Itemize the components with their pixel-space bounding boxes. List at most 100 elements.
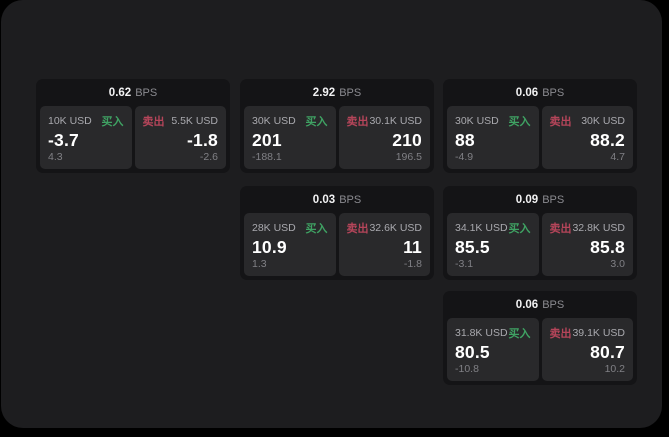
buy-tile[interactable]: 34.1K USD 买入 85.5 -3.1 [447,213,539,276]
quote-card-body: 30K USD 买入 88 -4.9 卖出 30K USD 88.2 4.7 [443,106,637,173]
sell-sub-value: -1.8 [403,258,422,270]
sell-tile[interactable]: 卖出 30.1K USD 210 196.5 [338,106,430,169]
buy-amount: 31.8K USD [455,327,508,339]
sell-tile[interactable]: 卖出 32.6K USD 11 -1.8 [338,213,430,276]
buy-tile-header: 31.8K USD 买入 [455,325,531,341]
bps-unit-label: BPS [542,298,565,311]
sell-price: 210 [392,129,422,150]
buy-sub-value: -10.8 [455,363,479,375]
sell-sub-value: 4.7 [610,151,625,163]
quote-card-body: 28K USD 买入 10.9 1.3 卖出 32.6K USD 11 -1.8 [240,213,434,280]
buy-amount: 10K USD [48,115,92,127]
buy-tile[interactable]: 30K USD 买入 201 -188.1 [244,106,336,169]
buy-tile[interactable]: 10K USD 买入 -3.7 4.3 [40,106,132,169]
bps-unit-label: BPS [339,86,362,99]
bps-unit-label: BPS [542,193,565,206]
sell-price: 11 [403,236,422,257]
quote-card-body: 34.1K USD 买入 85.5 -3.1 卖出 32.8K USD 85.8… [443,213,637,280]
buy-price: 10.9 [252,236,287,257]
bps-value: 2.92 [312,86,336,99]
quote-card-body: 30K USD 买入 201 -188.1 卖出 30.1K USD 210 1… [240,106,434,173]
sell-side-label: 卖出 [549,116,572,128]
sell-price: 88.2 [590,129,625,150]
sell-side-label: 卖出 [549,223,572,235]
sell-tile-header: 卖出 39.1K USD [550,325,626,341]
buy-sub-value: -4.9 [455,151,474,163]
sell-side-label: 卖出 [346,116,369,128]
quote-card-body: 10K USD 买入 -3.7 4.3 卖出 5.5K USD -1.8 -2.… [36,106,230,173]
buy-tile[interactable]: 30K USD 买入 88 -4.9 [447,106,539,169]
sell-side-label: 卖出 [142,116,165,128]
sell-amount: 30K USD [581,115,625,127]
buy-sub-value: -188.1 [252,151,282,163]
buy-side-label: 买入 [101,116,124,128]
sell-amount: 39.1K USD [572,327,625,339]
buy-tile-header: 34.1K USD 买入 [455,220,531,236]
quote-card: 0.06 BPS 31.8K USD 买入 80.5 -10.8 卖出 39.1… [443,291,637,385]
buy-price: -3.7 [48,129,79,150]
bps-value: 0.06 [515,298,539,311]
buy-tile-header: 30K USD 买入 [455,113,531,129]
bps-unit-label: BPS [542,86,565,99]
sell-price: 80.7 [590,341,625,362]
buy-price: 85.5 [455,236,490,257]
buy-tile-header: 30K USD 买入 [252,113,328,129]
sell-amount: 32.6K USD [369,222,422,234]
buy-tile-header: 10K USD 买入 [48,113,124,129]
quote-card: 2.92 BPS 30K USD 买入 201 -188.1 卖出 30.1K … [240,79,434,173]
buy-price: 201 [252,129,282,150]
sell-amount: 32.8K USD [572,222,625,234]
buy-side-label: 买入 [508,223,531,235]
buy-amount: 28K USD [252,222,296,234]
sell-sub-value: 196.5 [395,151,422,163]
sell-tile[interactable]: 卖出 30K USD 88.2 4.7 [541,106,633,169]
buy-tile-header: 28K USD 买入 [252,220,328,236]
buy-tile[interactable]: 28K USD 买入 10.9 1.3 [244,213,336,276]
bps-value: 0.03 [312,193,336,206]
sell-tile[interactable]: 卖出 39.1K USD 80.7 10.2 [541,318,633,381]
sell-amount: 30.1K USD [369,115,422,127]
buy-side-label: 买入 [305,223,328,235]
sell-tile-header: 卖出 30.1K USD [347,113,423,129]
buy-sub-value: -3.1 [455,258,474,270]
sell-amount: 5.5K USD [171,115,218,127]
bps-header: 0.03 BPS [240,186,434,213]
sell-tile-header: 卖出 5.5K USD [143,113,219,129]
bps-unit-label: BPS [339,193,362,206]
sell-price: 85.8 [590,236,625,257]
sell-tile-header: 卖出 30K USD [550,113,626,129]
buy-tile[interactable]: 31.8K USD 买入 80.5 -10.8 [447,318,539,381]
sell-price: -1.8 [187,129,218,150]
sell-side-label: 卖出 [346,223,369,235]
bps-value: 0.62 [108,86,132,99]
bps-value: 0.06 [515,86,539,99]
buy-amount: 30K USD [455,115,499,127]
buy-amount: 34.1K USD [455,222,508,234]
sell-tile[interactable]: 卖出 5.5K USD -1.8 -2.6 [134,106,226,169]
sell-tile[interactable]: 卖出 32.8K USD 85.8 3.0 [541,213,633,276]
bps-header: 0.09 BPS [443,186,637,213]
buy-amount: 30K USD [252,115,296,127]
buy-sub-value: 4.3 [48,151,63,163]
buy-price: 80.5 [455,341,490,362]
bps-header: 0.06 BPS [443,291,637,318]
sell-tile-header: 卖出 32.6K USD [347,220,423,236]
quote-card: 0.06 BPS 30K USD 买入 88 -4.9 卖出 30K USD 8… [443,79,637,173]
bps-header: 0.62 BPS [36,79,230,106]
sell-tile-header: 卖出 32.8K USD [550,220,626,236]
buy-price: 88 [455,129,475,150]
quote-card: 0.03 BPS 28K USD 买入 10.9 1.3 卖出 32.6K US… [240,186,434,280]
sell-sub-value: 10.2 [604,363,625,375]
sell-sub-value: 3.0 [610,258,625,270]
bps-header: 0.06 BPS [443,79,637,106]
buy-side-label: 买入 [305,116,328,128]
quote-card: 0.62 BPS 10K USD 买入 -3.7 4.3 卖出 5.5K USD… [36,79,230,173]
bps-header: 2.92 BPS [240,79,434,106]
bps-unit-label: BPS [135,86,158,99]
sell-side-label: 卖出 [549,328,572,340]
sell-sub-value: -2.6 [199,151,218,163]
buy-side-label: 买入 [508,328,531,340]
quote-card-body: 31.8K USD 买入 80.5 -10.8 卖出 39.1K USD 80.… [443,318,637,385]
buy-sub-value: 1.3 [252,258,267,270]
quote-card: 0.09 BPS 34.1K USD 买入 85.5 -3.1 卖出 32.8K… [443,186,637,280]
